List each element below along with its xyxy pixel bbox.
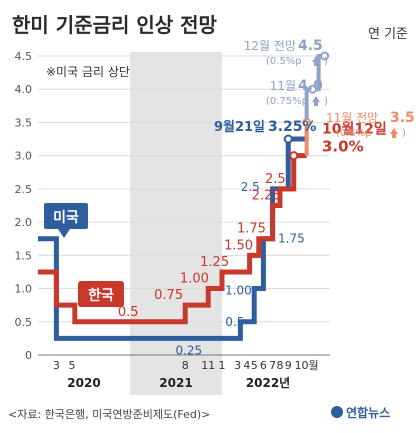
us-forecast-marker-dec <box>320 51 330 61</box>
x-month-label: 1 <box>219 359 226 372</box>
forecast-up-icon <box>312 96 320 106</box>
x-month-label: 3 <box>53 359 60 372</box>
x-year-label: 2021 <box>159 376 192 390</box>
kr-badge <box>78 281 124 307</box>
us-value-label: 0.25 <box>175 343 202 357</box>
kr-value-label: 0.5 <box>118 305 139 320</box>
x-month-label: 5 <box>251 359 258 372</box>
y-tick-label: 3.5 <box>15 116 33 129</box>
kr-forecast-marker <box>302 117 312 127</box>
forecast-value: 4.0 <box>298 78 323 94</box>
kr-end-marker <box>289 151 299 161</box>
chart-title: 한미 기준금리 인상 전망 <box>12 13 217 37</box>
forecast-up-icon <box>390 128 398 138</box>
x-year-label: 2020 <box>67 376 100 390</box>
x-year-label: 2022년 <box>246 376 290 390</box>
logo-mark <box>331 406 343 418</box>
us-value-label: 0.5 <box>225 315 244 329</box>
x-month-label: 8 <box>276 359 283 372</box>
y-tick-label: 1.5 <box>15 249 33 262</box>
forecast-close-paren: ) <box>402 128 406 139</box>
kr-badge-label: 한국 <box>88 288 114 304</box>
x-month-label: 3 <box>234 359 241 372</box>
forecast-value: 4.5 <box>298 38 323 54</box>
kr-value-label: 2.5 <box>265 172 286 187</box>
x-month-label: 4 <box>243 359 250 372</box>
kr-value-label: 1.50 <box>224 238 253 253</box>
kr-value-label: 0.75 <box>154 288 183 303</box>
note-label: ※미국 금리 상단 기준 <box>46 65 156 79</box>
footer-source: <자료: 한국은행, 미국연방준비제도(Fed)> <box>8 408 210 421</box>
y-tick-label: 2.0 <box>15 216 33 229</box>
kr-annotation-date: 10월12일 <box>322 121 387 138</box>
kr-annotation-value: 3.0% <box>322 138 364 156</box>
x-month-label: 6 <box>260 359 267 372</box>
forecast-up-icon <box>312 56 320 66</box>
us-annotation-value: 3.25% <box>268 119 317 135</box>
forecast-period: 12월 전망 <box>244 39 296 53</box>
us-badge <box>44 203 88 229</box>
x-month-label: 10월 <box>295 359 319 372</box>
y-tick-label: 0 <box>25 349 32 362</box>
kr-value-label: 2.25 <box>252 189 281 204</box>
unit-label: 연 기준 <box>368 27 408 42</box>
forecast-change: (0.5%p <box>336 128 372 139</box>
kr-value-label: 1.25 <box>200 255 229 270</box>
y-tick-label: 1.0 <box>15 283 33 296</box>
y-tick-label: 2.5 <box>15 183 33 196</box>
us-value-label: 1.75 <box>278 232 305 246</box>
y-tick-label: 3.0 <box>15 150 33 163</box>
x-month-label: 9 <box>285 359 292 372</box>
us-badge-pointer <box>58 229 70 238</box>
forecast-close-paren: ) <box>324 56 328 67</box>
y-tick-label: 4.5 <box>15 50 33 63</box>
kr-value-label: 1.75 <box>237 222 266 237</box>
kr-value-label: 1.00 <box>180 272 209 287</box>
x-month-label: 7 <box>269 359 276 372</box>
logo-text: 연합뉴스 <box>346 405 390 420</box>
us-forecast-marker-nov <box>308 84 318 94</box>
us-value-label: 1.00 <box>225 284 252 298</box>
x-month-label: 11 <box>201 359 215 372</box>
x-month-label: 8 <box>182 359 189 372</box>
us-value-label: 2.5 <box>241 180 260 194</box>
us-annotation-date: 9월21일 <box>214 119 265 135</box>
forecast-period: 11월 <box>270 79 296 93</box>
forecast-value: 3.5 <box>390 110 415 126</box>
forecast-change: (0.5%p <box>266 56 302 67</box>
forecast-change: (0.75%p <box>266 96 308 107</box>
x-month-label: 5 <box>69 359 76 372</box>
forecast-close-paren: ) <box>324 96 328 107</box>
y-tick-label: 4.0 <box>15 83 33 96</box>
y-tick-label: 0.5 <box>15 316 33 329</box>
us-end-marker <box>283 134 293 144</box>
forecast-period: 11월 전망 <box>326 111 378 125</box>
kr-rate-line <box>38 153 307 325</box>
yonhap-logo: 연합뉴스 <box>331 405 390 420</box>
us-badge-label: 미국 <box>53 210 79 226</box>
